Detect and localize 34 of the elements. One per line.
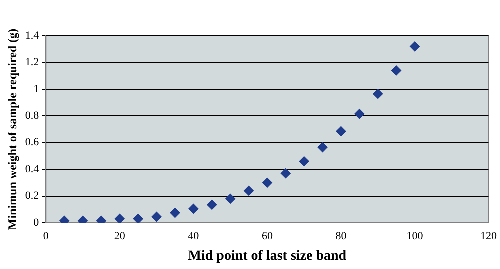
y-tick-label: 1 (34, 83, 40, 96)
point (373, 89, 384, 100)
y-tick-label: 0.4 (25, 163, 40, 176)
point (152, 212, 162, 222)
point (336, 126, 346, 137)
x-tick-label: 20 (114, 230, 126, 242)
point (133, 214, 144, 223)
point (318, 142, 328, 153)
point (299, 156, 310, 167)
y-tick-label: 1.4 (25, 30, 40, 42)
x-tick-label: 120 (480, 230, 498, 242)
point (226, 194, 236, 204)
point (392, 66, 402, 76)
point (170, 208, 180, 218)
y-tick-label: 0.8 (25, 110, 40, 122)
point (262, 178, 272, 188)
y-tick-label: 0.2 (25, 190, 40, 202)
point (410, 42, 420, 52)
point (188, 204, 199, 214)
y-tick-label: 0.6 (25, 136, 40, 149)
y-tick-label: 1.2 (25, 56, 40, 69)
x-tick-label: 40 (188, 230, 200, 242)
point (244, 186, 254, 196)
point (207, 200, 218, 210)
point (114, 214, 125, 223)
point (354, 109, 365, 120)
y-axis-title: Minimun weight of sample required (g) (5, 28, 20, 230)
point (280, 168, 291, 179)
x-tick-label: 0 (43, 230, 50, 242)
x-tick-label: 100 (406, 230, 424, 242)
x-tick-label: 80 (336, 230, 348, 242)
y-tick-label: 0 (34, 216, 40, 229)
x-tick-label: 60 (262, 230, 274, 242)
x-axis-title: Mid point of last size band (188, 249, 347, 264)
